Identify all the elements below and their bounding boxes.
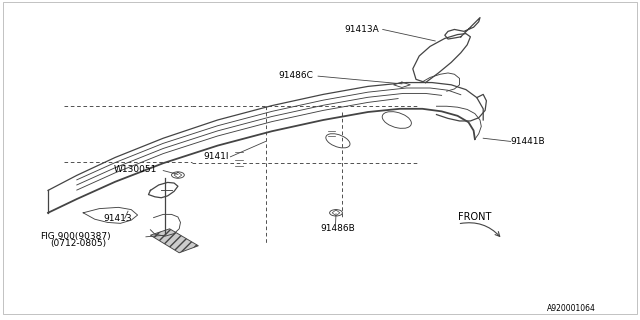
Text: 91413A: 91413A bbox=[344, 25, 379, 34]
Text: FRONT: FRONT bbox=[458, 212, 491, 222]
Text: 91441B: 91441B bbox=[511, 137, 545, 146]
Text: W130051: W130051 bbox=[114, 165, 157, 174]
Polygon shape bbox=[83, 207, 138, 223]
Text: 91486B: 91486B bbox=[320, 224, 355, 233]
Text: 91413: 91413 bbox=[104, 214, 132, 223]
Polygon shape bbox=[150, 229, 198, 253]
Text: 9141l: 9141l bbox=[204, 152, 229, 161]
Text: (0712-0805): (0712-0805) bbox=[50, 239, 106, 248]
Text: FIG.900(90387): FIG.900(90387) bbox=[40, 232, 110, 241]
Text: 91486C: 91486C bbox=[278, 71, 313, 80]
Text: A920001064: A920001064 bbox=[547, 304, 596, 313]
